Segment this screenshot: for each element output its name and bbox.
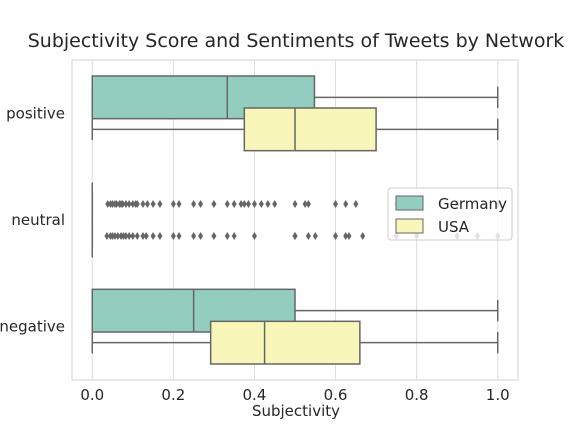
axes: 0.0 0.2 0.4 0.6 0.8 1.0 positive neutral negativ… [0,104,510,404]
outlier-point [115,232,121,240]
outlier-point [251,232,257,240]
outlier-point [305,200,311,208]
outlier-point [150,232,156,240]
outlier-point [333,232,339,240]
box-usa-positive [243,107,377,152]
outlier-point [198,232,204,240]
outlier-point [140,232,146,240]
outlier-point [123,232,129,240]
outlier-point [134,200,140,208]
outlier-point [157,232,163,240]
outlier-point [231,200,237,208]
outlier-point [292,232,298,240]
outlier-point [333,200,339,208]
outlier-point [176,232,182,240]
outlier-point [211,232,217,240]
outlier-point [144,200,150,208]
legend-swatch-usa [395,218,424,234]
outlier-point [360,232,366,240]
outlier-point [191,232,197,240]
outlier-point [265,200,271,208]
y-tick-label: positive [6,104,65,122]
outlier-point [211,200,217,208]
outlier-point [191,200,197,208]
outlier-point [114,200,120,208]
x-tick-label: 0.0 [80,386,104,404]
x-tick-label: 0.6 [324,386,348,404]
outlier-point [126,200,132,208]
outlier-point [292,200,298,208]
outlier-point [123,200,129,208]
chart-title: Subjectivity Score and Sentiments of Twe… [28,30,565,52]
x-tick-label: 0.8 [405,386,429,404]
outlier-point [112,232,118,240]
outlier-point [140,200,146,208]
x-tick-label: 0.2 [161,386,185,404]
outlier-point [312,232,318,240]
outlier-point [353,200,359,208]
legend: Germany USA [387,187,513,241]
outlier-point [157,200,163,208]
boxes [91,75,501,365]
outlier-point [143,232,149,240]
outlier-point [224,232,230,240]
outlier-point [130,232,136,240]
outlier-point [126,232,132,240]
box-usa-negative [209,320,361,365]
outlier-point [104,232,110,240]
outlier-point [245,200,251,208]
outlier-point [305,232,311,240]
legend-label-germany: Germany [438,195,507,213]
outlier-point [346,232,352,240]
x-tick-label: 0.4 [243,386,267,404]
outlier-point [251,200,257,208]
legend-swatch-germany [395,195,424,211]
outlier-point [150,200,156,208]
outlier-point [134,232,140,240]
y-tick-label: negative [0,318,65,336]
x-axis-label: Subjectivity [252,402,340,420]
outlier-point [198,200,204,208]
outlier-point [105,200,111,208]
outlier-point [120,200,126,208]
outlier-point [343,200,349,208]
outlier-point [302,200,308,208]
y-tick-label: neutral [11,211,65,229]
outlier-point [272,200,278,208]
outlier-point [224,200,230,208]
outlier-point [238,200,244,208]
x-tick-label: 1.0 [486,386,510,404]
outlier-point [231,232,237,240]
outlier-point [258,200,264,208]
outlier-point [170,200,176,208]
outlier-point [241,200,247,208]
outlier-point [130,200,136,208]
outlier-point [176,200,182,208]
legend-label-usa: USA [438,218,470,236]
outlier-point [170,232,176,240]
outlier-point [343,232,349,240]
